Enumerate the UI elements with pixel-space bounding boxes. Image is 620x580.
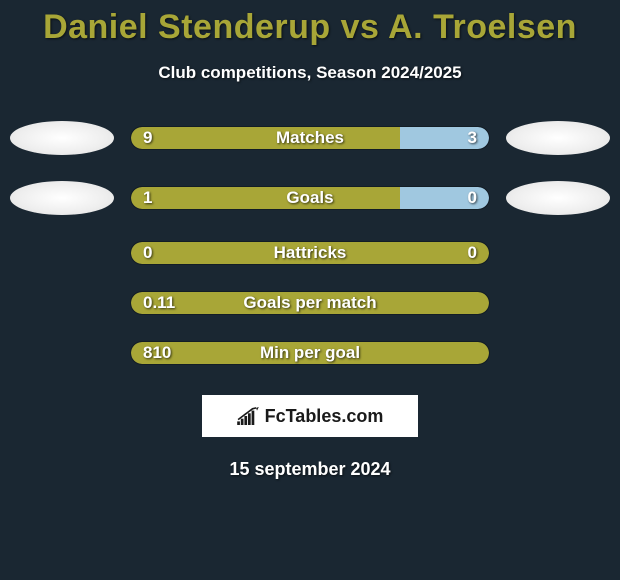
stat-bar: 0 0 Hattricks bbox=[130, 241, 490, 265]
club-badge-left bbox=[10, 181, 114, 215]
stat-row: 810 Min per goal bbox=[10, 341, 610, 365]
club-badge-left bbox=[10, 121, 114, 155]
page-subtitle: Club competitions, Season 2024/2025 bbox=[0, 63, 620, 83]
stat-value-right: 3 bbox=[468, 128, 477, 148]
stat-bar: 0.11 Goals per match bbox=[130, 291, 490, 315]
stat-bar: 1 0 Goals bbox=[130, 186, 490, 210]
stat-value-left: 1 bbox=[143, 188, 152, 208]
stat-value-left: 9 bbox=[143, 128, 152, 148]
stat-value-left: 0 bbox=[143, 243, 152, 263]
brand-logo-text: FcTables.com bbox=[265, 406, 384, 427]
stat-label: Goals per match bbox=[243, 293, 376, 313]
stat-value-right: 0 bbox=[468, 243, 477, 263]
stat-row: 0.11 Goals per match bbox=[10, 291, 610, 315]
infographic-root: Daniel Stenderup vs A. Troelsen Club com… bbox=[0, 0, 620, 480]
stat-value-left: 0.11 bbox=[143, 293, 175, 313]
stat-bar: 810 Min per goal bbox=[130, 341, 490, 365]
stat-value-left: 810 bbox=[143, 343, 171, 363]
bar-segment-left bbox=[131, 187, 400, 209]
chart-bars-icon bbox=[237, 407, 259, 425]
stat-row: 1 0 Goals bbox=[10, 181, 610, 215]
badge-spacer bbox=[10, 353, 114, 354]
date-label: 15 september 2024 bbox=[0, 459, 620, 480]
badge-spacer bbox=[506, 253, 610, 254]
page-title: Daniel Stenderup vs A. Troelsen bbox=[0, 8, 620, 47]
stat-label: Hattricks bbox=[274, 243, 347, 263]
stat-label: Min per goal bbox=[260, 343, 360, 363]
badge-spacer bbox=[506, 303, 610, 304]
badge-spacer bbox=[10, 253, 114, 254]
badge-spacer bbox=[10, 303, 114, 304]
brand-logo: FcTables.com bbox=[202, 395, 418, 437]
club-badge-right bbox=[506, 181, 610, 215]
stat-row: 0 0 Hattricks bbox=[10, 241, 610, 265]
bar-segment-left bbox=[131, 127, 400, 149]
stat-bar: 9 3 Matches bbox=[130, 126, 490, 150]
stat-row: 9 3 Matches bbox=[10, 121, 610, 155]
stat-value-right: 0 bbox=[468, 188, 477, 208]
stats-section: 9 3 Matches 1 0 Goals 0 0 Hattricks 0.11 Goals per… bbox=[0, 121, 620, 365]
club-badge-right bbox=[506, 121, 610, 155]
badge-spacer bbox=[506, 353, 610, 354]
stat-label: Matches bbox=[276, 128, 344, 148]
stat-label: Goals bbox=[286, 188, 333, 208]
